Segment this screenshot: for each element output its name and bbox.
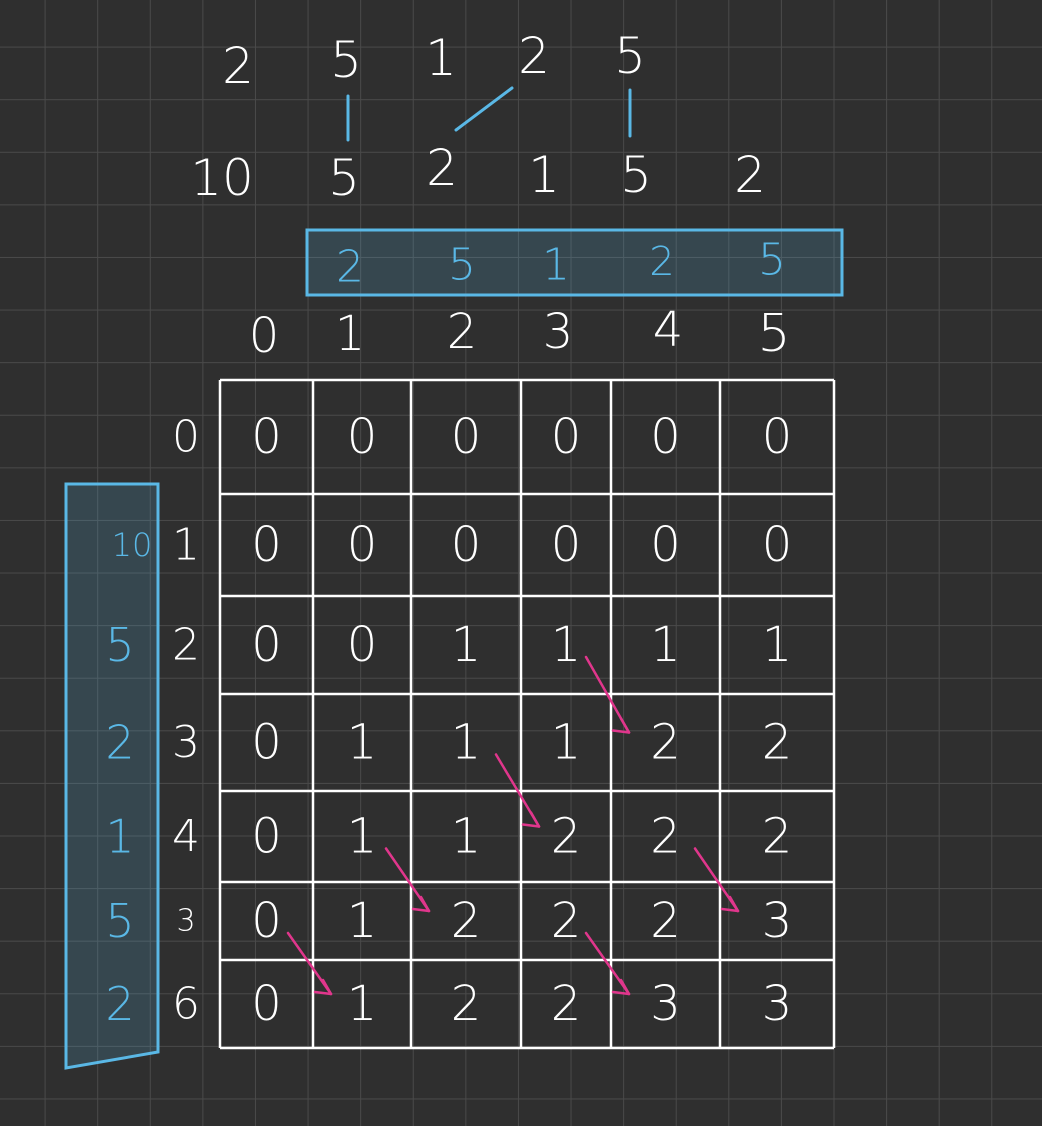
- dp-cell: 0: [551, 517, 582, 573]
- match-line: [454, 86, 514, 132]
- dp-cell: 1: [347, 976, 378, 1032]
- seq-b-item: 2: [426, 139, 458, 197]
- col-index: 1: [335, 306, 366, 362]
- dp-cell: 3: [650, 976, 681, 1032]
- dp-cell: 0: [251, 409, 282, 465]
- seq-a-item: 2: [222, 37, 254, 95]
- dp-cell: 2: [451, 893, 482, 949]
- boxed-sequence-frame: [305, 228, 844, 297]
- boxed-item: 2: [336, 242, 364, 293]
- dp-cell: 3: [762, 976, 793, 1032]
- col-index: 2: [447, 304, 478, 360]
- arrow-head: [720, 895, 740, 913]
- dp-cell: 1: [551, 715, 582, 771]
- dp-cell: 0: [451, 517, 482, 573]
- row-index: 3: [172, 717, 200, 768]
- row-value: 1: [105, 810, 134, 864]
- dp-cell: 0: [650, 517, 681, 573]
- seq-b-item: 2: [734, 146, 766, 204]
- sequence-a: 2 5 1 2 5: [222, 27, 646, 95]
- dp-cell: 0: [251, 893, 282, 949]
- row-value: 2: [105, 977, 134, 1031]
- row-index: 2: [172, 620, 200, 671]
- dp-cell: 0: [251, 715, 282, 771]
- dp-cell: 0: [251, 617, 282, 673]
- dp-cell: 0: [251, 517, 282, 573]
- dp-cell: 1: [347, 809, 378, 865]
- boxed-item: 2: [649, 239, 674, 285]
- row-index: 1: [172, 520, 200, 571]
- column-indices: 0 1 2 3 4 5: [249, 302, 791, 364]
- arrow-head: [521, 811, 541, 828]
- seq-a-item: 5: [614, 27, 646, 85]
- dp-cell: 2: [650, 715, 681, 771]
- dp-cell: 1: [551, 617, 582, 673]
- row-values-frame: [64, 482, 160, 1070]
- row-value: 2: [105, 716, 134, 770]
- row-index: 0: [172, 412, 200, 463]
- dp-cell: 0: [347, 517, 378, 573]
- dp-cell: 0: [762, 409, 793, 465]
- diagonal-arrows: [286, 655, 740, 996]
- dp-cell: 2: [551, 809, 582, 865]
- col-index: 3: [543, 304, 574, 360]
- seq-a-item: 2: [518, 27, 550, 85]
- dp-cell: 0: [650, 409, 681, 465]
- dp-table-cells: 0 0 0 0 0 0 0 0 0 0 0 0 0 0 1 1 1 1 0 1 1 1 2 2 0 1 1 2 2 2 0 1 2 2 2 3 0 1 2 2…: [251, 409, 792, 1032]
- dp-cell: 2: [650, 893, 681, 949]
- dp-cell: 1: [451, 617, 482, 673]
- dp-cell: 1: [347, 715, 378, 771]
- row-index: 3: [176, 904, 195, 939]
- row-indices: 0 1 2 3 4 3 6: [172, 412, 200, 1030]
- dp-cell: 2: [762, 715, 793, 771]
- dp-cell: 0: [762, 517, 793, 573]
- dp-cell: 0: [451, 409, 482, 465]
- dp-cell: 1: [451, 715, 482, 771]
- arrow-head: [611, 717, 631, 734]
- row-index: 6: [172, 979, 200, 1030]
- arrow-head: [313, 978, 333, 996]
- seq-a-item: 5: [330, 31, 362, 89]
- row-value: 5: [105, 894, 134, 948]
- seq-b-item: 10: [190, 149, 254, 207]
- seq-b-item: 5: [620, 146, 652, 204]
- matching-lines: [346, 86, 632, 142]
- row-value: 10: [112, 526, 153, 564]
- dp-cell: 0: [551, 409, 582, 465]
- col-index: 0: [249, 308, 280, 364]
- dp-cell: 2: [762, 809, 793, 865]
- dp-cell: 3: [762, 893, 793, 949]
- dp-cell: 2: [551, 976, 582, 1032]
- col-index: 5: [757, 304, 790, 364]
- boxed-sequence: 2 5 1 2 5: [305, 228, 844, 297]
- boxed-item: 5: [758, 235, 786, 286]
- dp-cell: 2: [650, 809, 681, 865]
- boxed-item: 1: [542, 240, 570, 291]
- row-values-panel: 10 5 2 1 5 2: [64, 482, 160, 1070]
- dp-cell: 0: [347, 617, 378, 673]
- dp-cell: 2: [451, 976, 482, 1032]
- arrow-head: [411, 895, 431, 913]
- seq-b-item: 5: [328, 149, 360, 207]
- dp-cell: 0: [251, 809, 282, 865]
- dp-cell: 1: [451, 809, 482, 865]
- dp-cell: 0: [251, 976, 282, 1032]
- col-index: 4: [653, 302, 684, 358]
- seq-a-item: 1: [425, 29, 457, 87]
- dp-cell: 2: [551, 893, 582, 949]
- dp-table-grid: [218, 378, 836, 1050]
- dp-cell: 1: [650, 617, 681, 673]
- dp-cell: 1: [762, 617, 793, 673]
- sequence-b: 10 5 2 1 5 2: [190, 139, 766, 207]
- boxed-item: 5: [448, 240, 476, 291]
- dp-cell: 1: [347, 893, 378, 949]
- row-value: 5: [105, 618, 134, 672]
- arrow-head: [611, 978, 631, 996]
- row-values: 10 5 2 1 5 2: [105, 526, 152, 1031]
- row-index: 4: [172, 811, 200, 862]
- seq-b-item: 1: [528, 146, 560, 204]
- dp-cell: 0: [347, 409, 378, 465]
